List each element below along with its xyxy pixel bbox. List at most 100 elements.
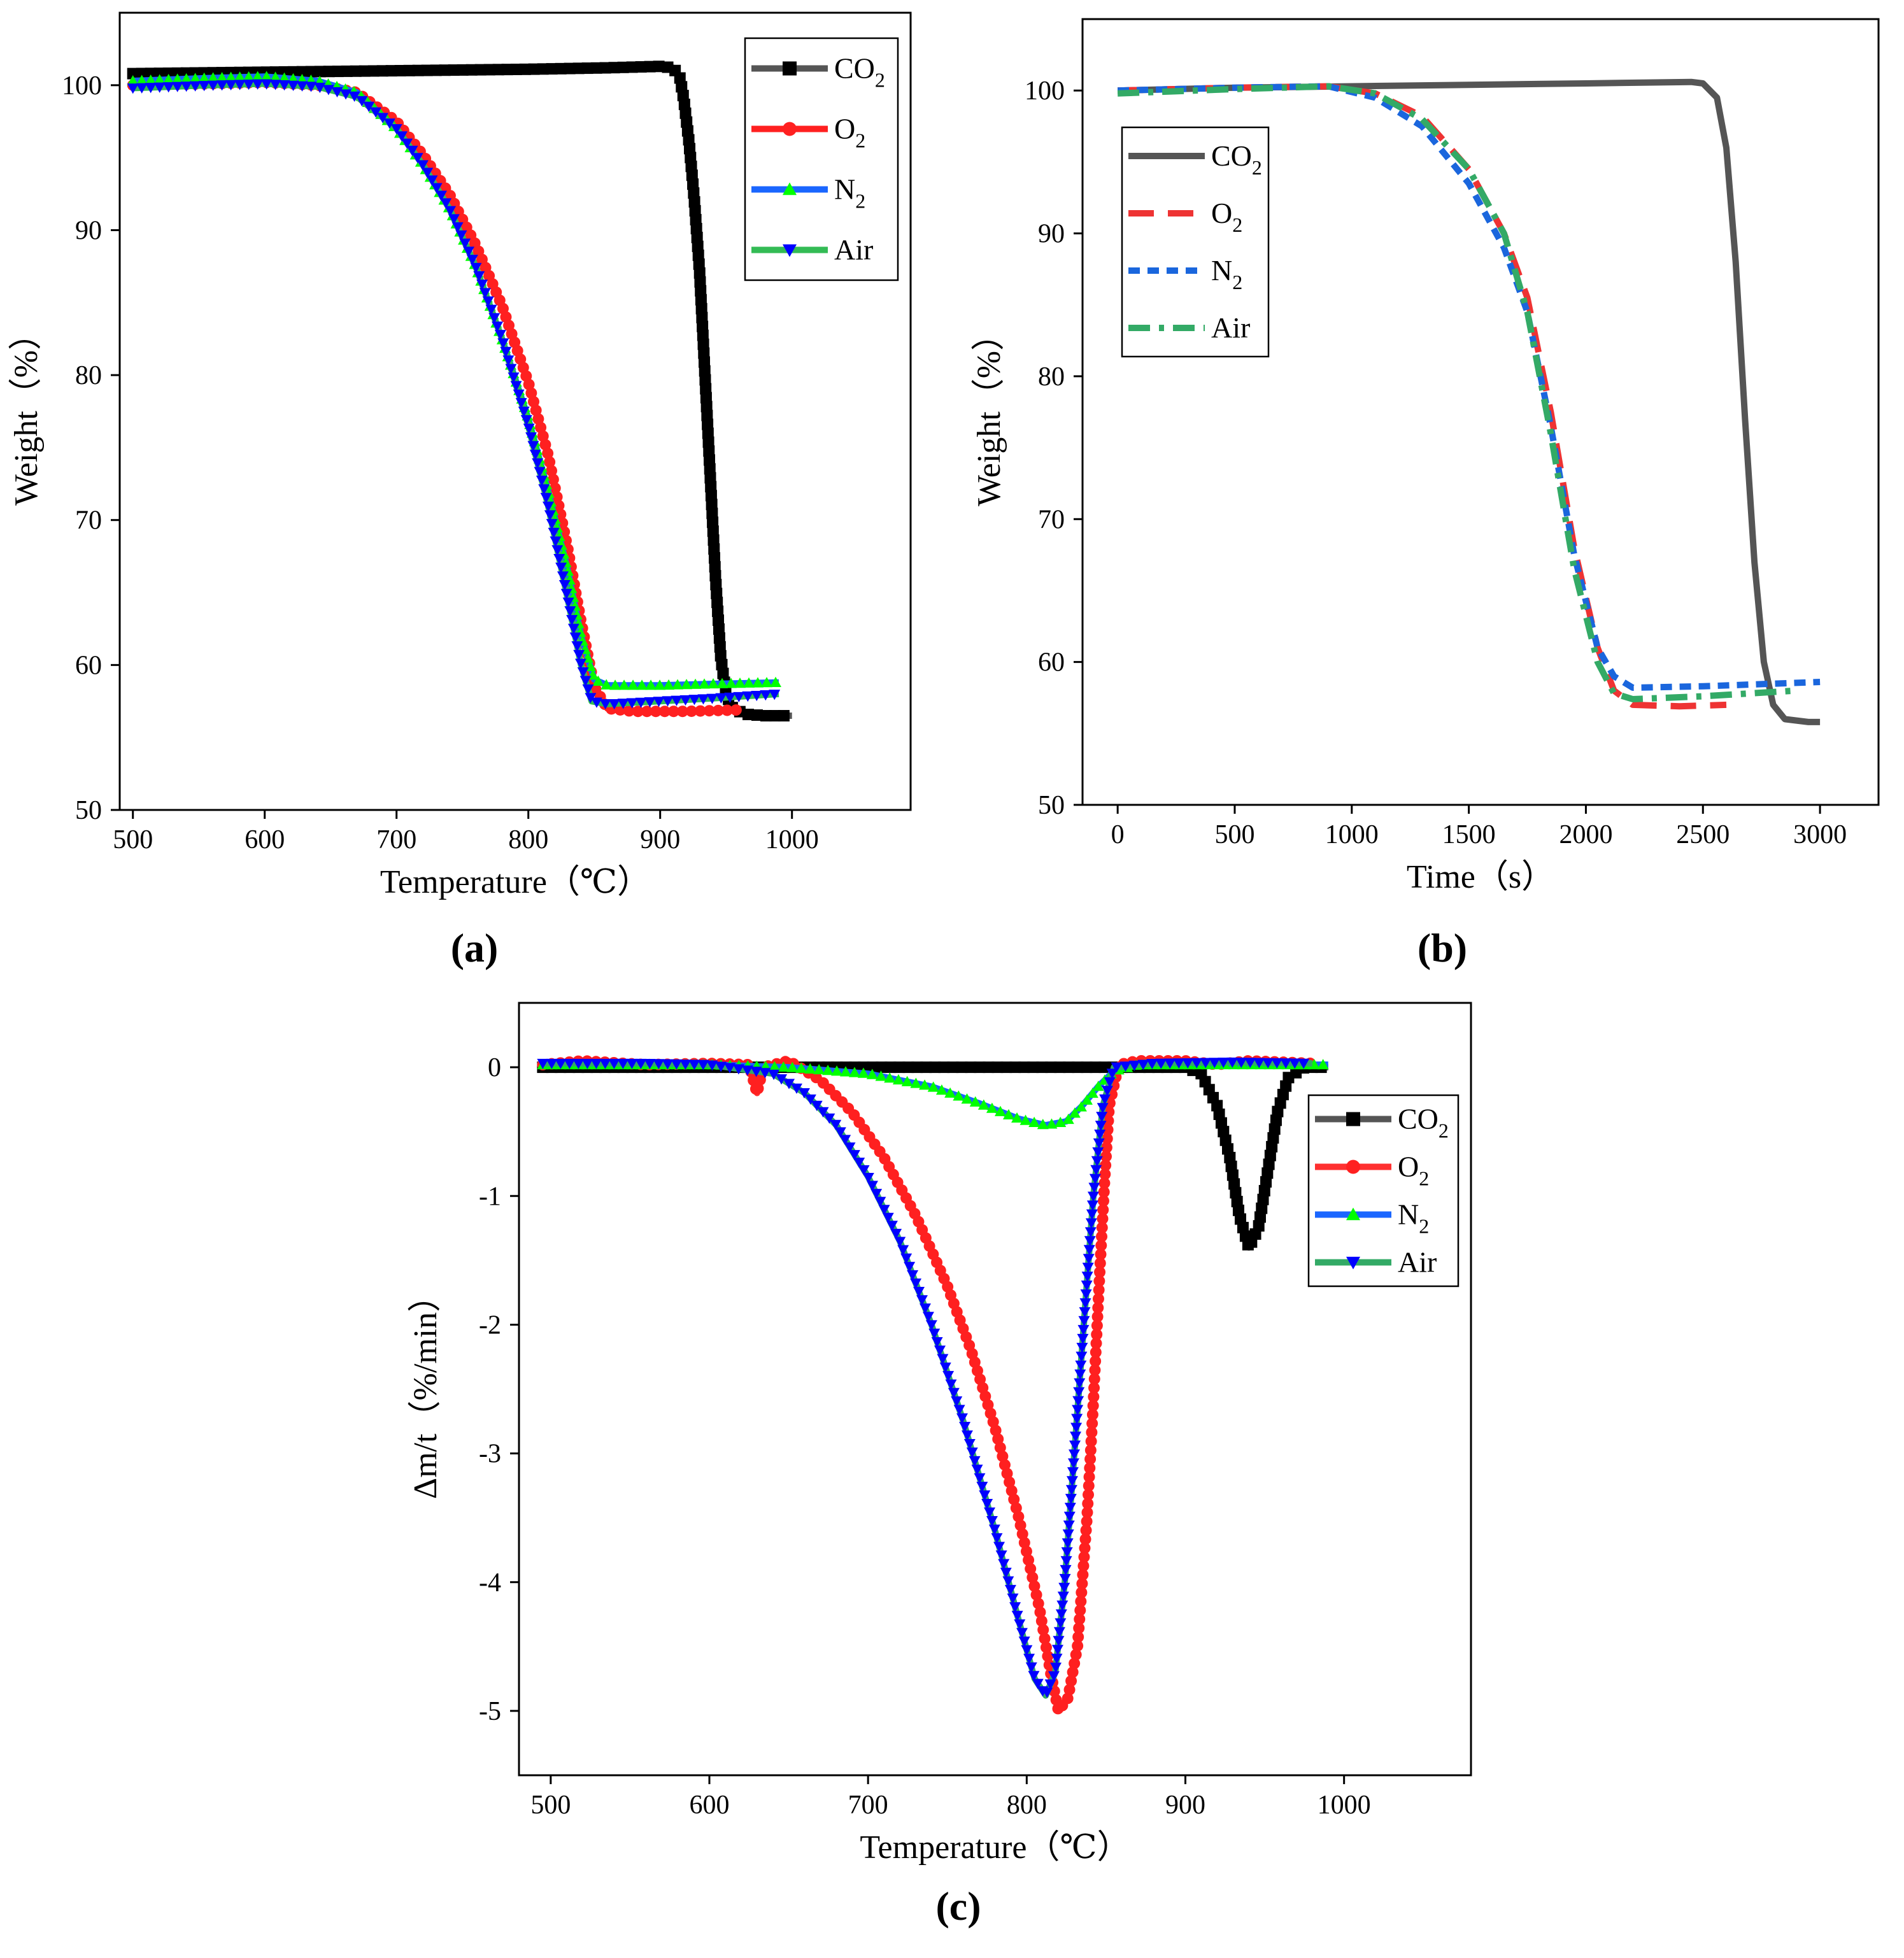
marker-CO2: [691, 231, 703, 243]
marker-Air: [697, 1060, 709, 1070]
marker-Air: [1088, 1182, 1100, 1193]
marker-Air: [401, 138, 413, 149]
marker-Air: [981, 1499, 993, 1510]
marker-Air: [986, 1515, 998, 1527]
marker-Air: [466, 255, 478, 266]
marker-Air: [866, 1181, 878, 1191]
marker-N2: [145, 74, 157, 85]
marker-O2: [1090, 1346, 1102, 1358]
marker-Air: [715, 1061, 727, 1072]
marker-N2: [699, 678, 711, 689]
marker-Air: [582, 684, 594, 695]
marker-Air: [617, 1058, 629, 1070]
marker-N2: [127, 74, 139, 86]
marker-Air: [546, 519, 558, 530]
marker-O2: [1067, 1666, 1079, 1678]
marker-CO2: [983, 1061, 995, 1074]
marker-Air: [925, 1320, 937, 1331]
marker-Air: [1092, 1147, 1104, 1158]
marker-N2: [770, 676, 782, 687]
marker-O2: [1040, 1642, 1052, 1654]
marker-Air: [557, 571, 569, 582]
marker-N2: [977, 1099, 990, 1110]
marker-O2: [1079, 1533, 1091, 1545]
marker-CO2: [546, 63, 558, 75]
legend-label-sub: 2: [1439, 1119, 1449, 1142]
panel-label-a: (a): [451, 925, 499, 970]
marker-N2: [743, 677, 755, 688]
marker-Air: [688, 695, 700, 706]
marker-Air: [1065, 1494, 1077, 1505]
marker-Air: [679, 1060, 692, 1070]
marker-Air: [966, 1447, 978, 1458]
marker-Air: [363, 101, 375, 112]
marker-CO2: [1256, 1202, 1268, 1214]
marker-CO2: [713, 623, 725, 635]
marker-Air: [790, 1083, 802, 1094]
marker-Air: [817, 1107, 829, 1117]
marker-Air: [1200, 1058, 1212, 1068]
marker-O2: [1103, 1106, 1115, 1118]
marker-CO2: [1226, 1169, 1239, 1181]
marker-N2: [969, 1096, 981, 1107]
marker-CO2: [681, 116, 693, 128]
marker-N2: [627, 679, 639, 690]
y-tick-label: -5: [479, 1697, 501, 1726]
marker-Air: [995, 1550, 1007, 1561]
marker-O2: [1097, 1195, 1109, 1207]
x-tick-label: 3000: [1793, 820, 1847, 849]
marker-CO2: [385, 65, 397, 77]
marker-Air: [732, 1064, 744, 1075]
marker-Air: [733, 692, 745, 703]
marker-Air: [473, 271, 485, 282]
marker-N2: [654, 679, 666, 690]
marker-O2: [1005, 1485, 1018, 1497]
x-tick-label: 2500: [1676, 820, 1730, 849]
marker-Air: [1077, 1324, 1090, 1336]
marker-CO2: [938, 1061, 950, 1074]
marker-CO2: [701, 409, 713, 422]
marker-CO2: [707, 534, 720, 546]
marker-Air: [742, 691, 754, 702]
marker-O2: [685, 705, 697, 717]
marker-N2: [961, 1093, 973, 1104]
marker-Air: [525, 432, 537, 443]
marker-Air: [1106, 1068, 1118, 1079]
marker-CO2: [376, 65, 388, 77]
chart-0: 500 600 700 800 900 1000 50 60 70 80 90 100 Temperat…: [8, 11, 912, 900]
series-N2: [1117, 83, 1821, 691]
marker-N2: [831, 1065, 843, 1076]
y-tick-label: 100: [62, 71, 102, 101]
marker-Air: [998, 1559, 1010, 1570]
series-line-CO2: [1117, 78, 1821, 725]
marker-O2: [1086, 1408, 1098, 1421]
marker-CO2: [911, 1061, 923, 1074]
marker-CO2: [678, 98, 690, 110]
marker-Air: [305, 82, 317, 92]
marker-CO2: [305, 66, 317, 78]
marker-Air: [1050, 1663, 1062, 1673]
marker-Air: [444, 206, 457, 216]
marker-CO2: [421, 64, 433, 76]
marker-O2: [1094, 1266, 1106, 1278]
marker-Air: [1099, 1094, 1111, 1105]
marker-N2: [892, 1074, 904, 1085]
series-line-O2: [1117, 83, 1727, 710]
marker-O2: [1012, 1510, 1025, 1522]
marker-CO2: [712, 606, 724, 618]
marker-CO2: [127, 67, 139, 80]
marker-CO2: [1228, 1178, 1240, 1190]
marker-Air: [574, 658, 586, 669]
marker-Air: [136, 83, 148, 94]
marker-CO2: [1268, 1123, 1281, 1135]
marker-CO2: [947, 1061, 959, 1074]
legend-label-sub: 2: [1232, 271, 1242, 294]
marker-Air: [1070, 1431, 1082, 1442]
y-axis-label: Δm/t（%/min）: [408, 1279, 444, 1499]
marker-CO2: [1221, 1143, 1233, 1155]
marker-Air: [435, 190, 447, 201]
marker-O2: [535, 422, 547, 434]
marker-CO2: [974, 1061, 986, 1074]
marker-Air: [492, 321, 504, 332]
marker-CO2: [705, 490, 717, 502]
